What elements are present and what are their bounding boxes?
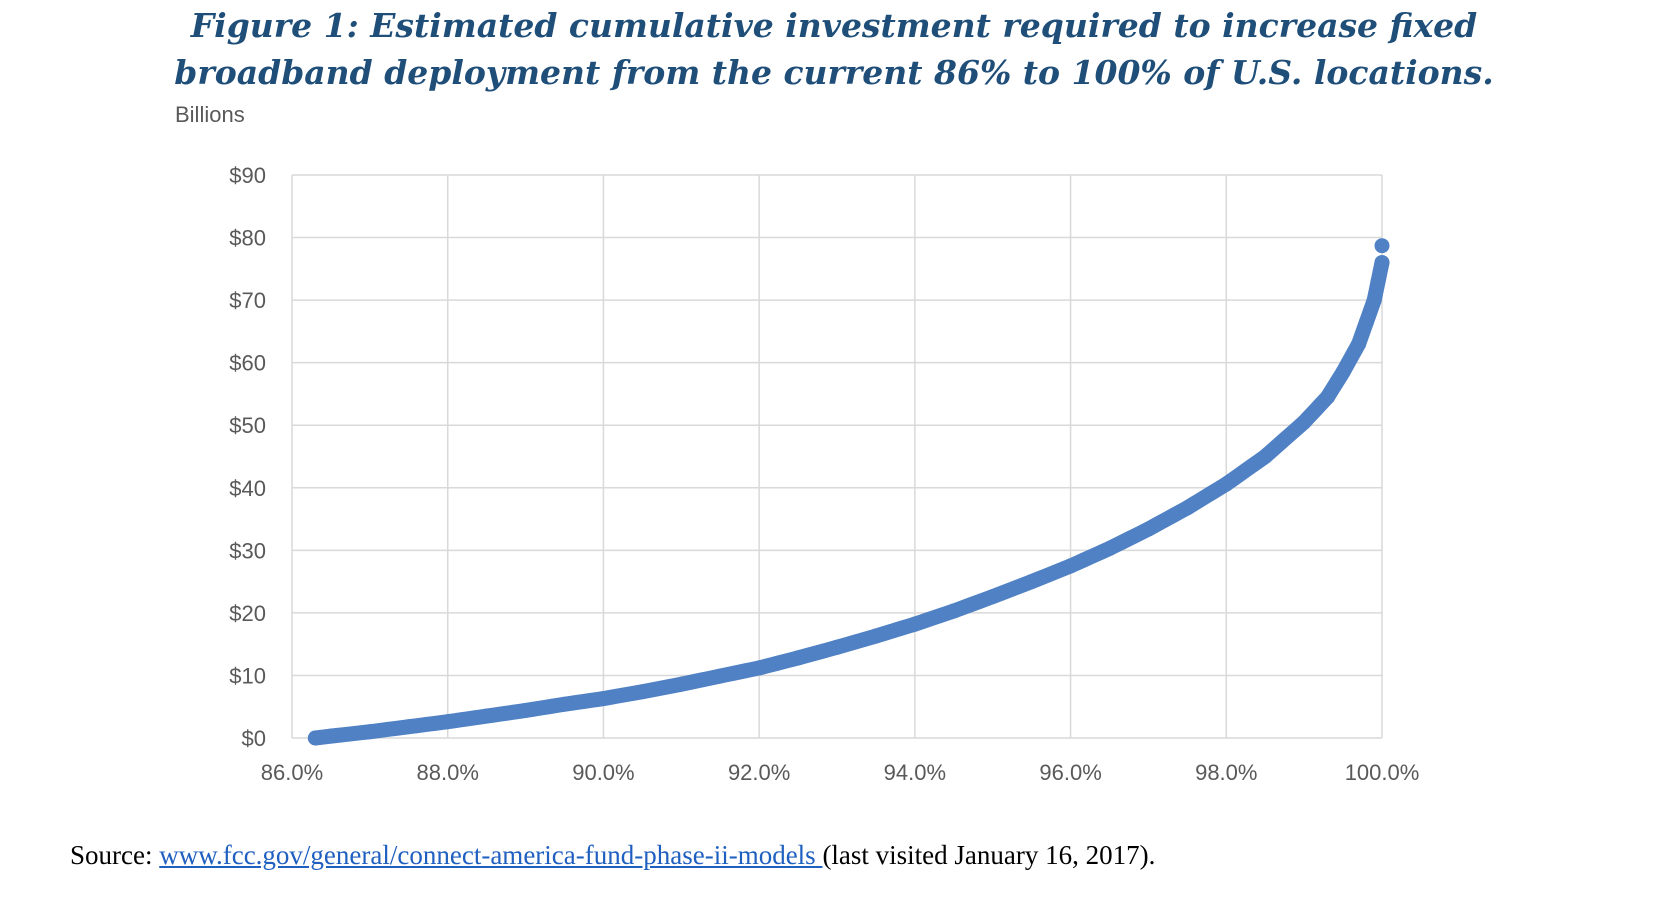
data-point: [1296, 414, 1312, 430]
data-point: [595, 691, 611, 707]
y-tick-label: $50: [229, 413, 266, 438]
data-point: [1351, 336, 1367, 352]
data-point: [1140, 521, 1156, 537]
data-point: [790, 650, 806, 666]
series-band: [307, 255, 1390, 746]
chart-area: Billions $0 $10 $20 $30 $40 $50 $60 $70 $80 $90 86…: [170, 100, 1550, 840]
y-tick-label: $70: [229, 288, 266, 313]
y-axis-unit-label: Billions: [175, 102, 245, 127]
chart-title-line-2: broadband deployment from the current 86…: [174, 53, 1494, 92]
data-point: [323, 728, 339, 744]
data-point: [401, 719, 417, 735]
data-point: [479, 708, 495, 724]
x-tick-label: 92.0%: [728, 760, 790, 785]
source-link[interactable]: www.fcc.gov/general/connect-america-fund…: [159, 840, 823, 870]
y-tick-label: $40: [229, 476, 266, 501]
data-point: [1102, 540, 1117, 556]
x-tick-label: 96.0%: [1039, 760, 1101, 785]
data-point: [1366, 292, 1382, 308]
x-tick-label: 90.0%: [572, 760, 634, 785]
y-tick-label: $30: [229, 538, 266, 563]
source-note: Source: www.fcc.gov/general/connect-amer…: [70, 840, 1155, 871]
data-point: [1358, 314, 1374, 330]
y-tick-label: $60: [229, 351, 266, 376]
data-point: [712, 668, 728, 684]
chart-title-line-1: Figure 1: Estimated cumulative investmen…: [190, 6, 1478, 45]
y-tick-label: $90: [229, 163, 266, 188]
data-point: [518, 702, 534, 718]
y-tick-label: $20: [229, 601, 266, 626]
tick-layer: $0 $10 $20 $30 $40 $50 $60 $70 $80 $90 86.0% 88.0% 9…: [229, 163, 1419, 785]
x-tick-label: 88.0%: [417, 760, 479, 785]
data-point: [1218, 476, 1234, 492]
data-point: [673, 676, 689, 692]
x-tick-label: 100.0%: [1345, 760, 1420, 785]
data-point: [1179, 500, 1195, 516]
data-point: [557, 696, 572, 712]
data-point: [907, 616, 923, 632]
data-point: [946, 603, 962, 619]
data-point: [868, 628, 884, 644]
data-point: [1335, 364, 1351, 380]
data-point: [1024, 574, 1040, 590]
data-point: [634, 684, 650, 700]
source-suffix: (last visited January 16, 2017).: [822, 840, 1156, 870]
data-point: [1374, 255, 1390, 271]
final-data-point: [1374, 238, 1390, 254]
x-tick-label: 86.0%: [261, 760, 323, 785]
chart-svg: Billions $0 $10 $20 $30 $40 $50 $60 $70 $80 $90 86…: [175, 102, 1419, 785]
data-point: [751, 660, 767, 676]
data-point: [1257, 449, 1273, 464]
x-tick-label: 98.0%: [1195, 760, 1257, 785]
chart-title: Figure 1: Estimated cumulative investmen…: [0, 2, 1668, 96]
x-tick-label: 94.0%: [884, 760, 946, 785]
y-tick-label: $0: [242, 726, 266, 751]
data-point: [1063, 558, 1079, 574]
data-point: [440, 714, 456, 730]
data-point: [307, 730, 323, 746]
y-tick-label: $10: [229, 663, 266, 688]
data-point: [1320, 389, 1335, 405]
source-prefix: Source:: [70, 840, 160, 870]
series-layer: [307, 238, 1390, 746]
grid-layer: [291, 174, 1383, 739]
data-point: [829, 639, 845, 655]
data-point: [1370, 273, 1386, 289]
data-point: [362, 724, 378, 740]
data-point: [985, 589, 1001, 605]
y-tick-label: $80: [229, 226, 266, 251]
